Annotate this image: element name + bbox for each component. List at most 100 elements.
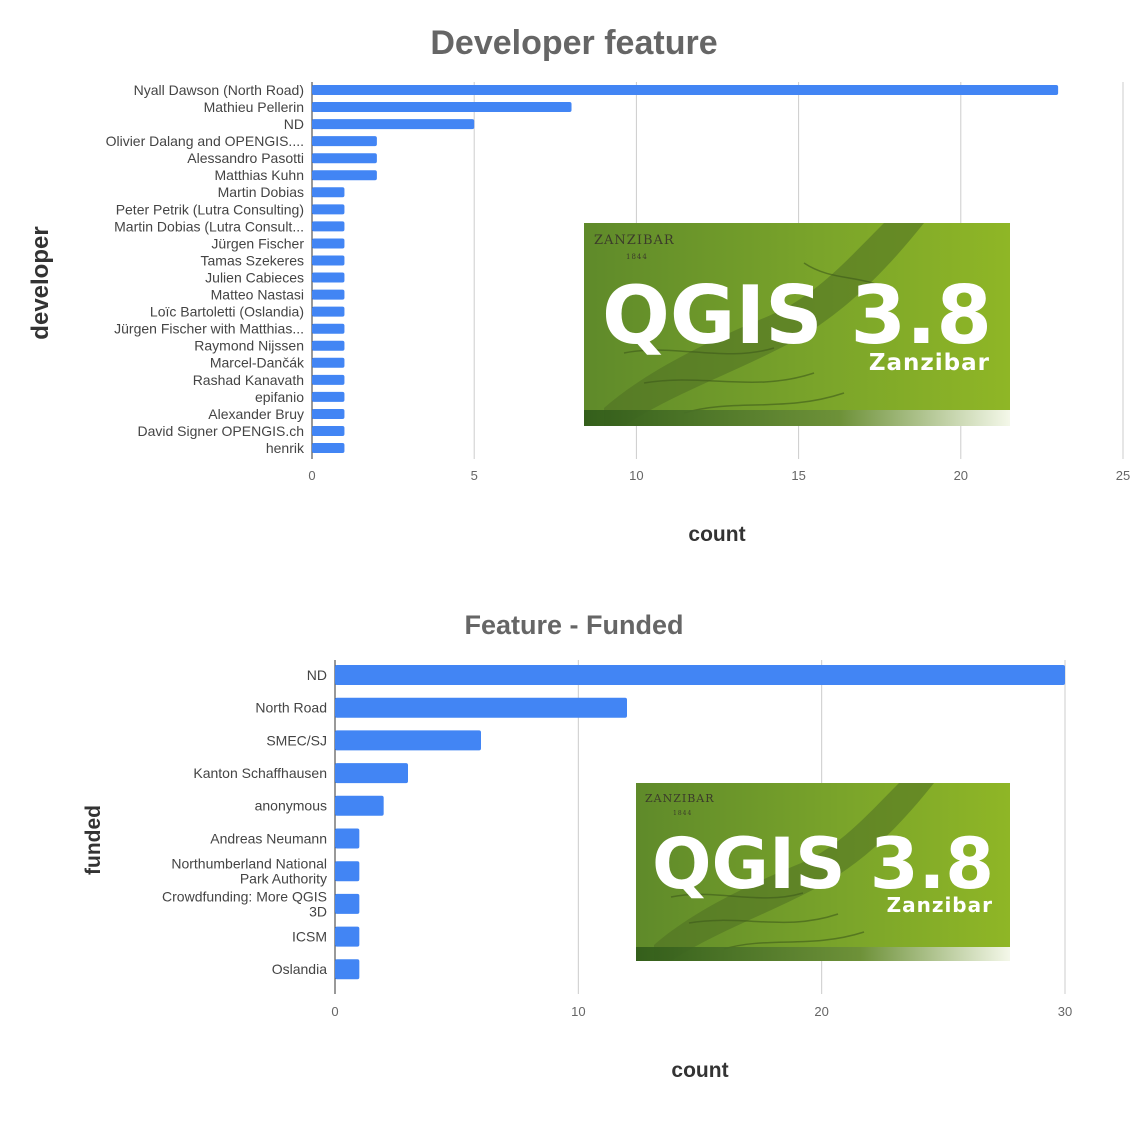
- category-label: Northumberland National: [171, 856, 327, 872]
- bar: [312, 119, 475, 130]
- category-label: SMEC/SJ: [266, 732, 327, 748]
- map-year: 1844: [673, 810, 692, 817]
- category-labels: ND North Road SMEC/SJ Kanton Schaffhausen an…: [162, 667, 327, 977]
- category-label: epifanio: [255, 389, 304, 405]
- bar: [312, 136, 377, 147]
- category-label: anonymous: [255, 798, 327, 814]
- bar: [312, 289, 345, 300]
- bar: [312, 221, 345, 232]
- category-label: Crowdfunding: More QGIS: [162, 888, 327, 904]
- bar: [312, 187, 345, 198]
- bar: [335, 861, 360, 882]
- x-tick-label: 10: [571, 1004, 585, 1019]
- category-labels: Nyall Dawson (North Road)Mathieu Pelleri…: [106, 82, 305, 456]
- bar: [312, 102, 572, 113]
- bar: [335, 730, 481, 751]
- category-label: Olivier Dalang and OPENGIS....: [106, 133, 304, 149]
- bar: [312, 85, 1059, 95]
- x-axis-title: count: [688, 523, 745, 546]
- bar: [312, 272, 345, 283]
- x-axis-title: count: [671, 1059, 728, 1082]
- bar: [335, 828, 360, 849]
- category-label: Martin Dobias: [218, 184, 304, 200]
- category-label: Julien Cabieces: [205, 269, 304, 285]
- bar: [312, 238, 345, 249]
- x-tick-labels: 0 10 20 30: [331, 1004, 1072, 1019]
- category-label: North Road: [255, 700, 327, 716]
- qgis-logo-text: QGIS 3.8: [652, 823, 994, 905]
- bar: [312, 443, 345, 454]
- bar: [335, 697, 627, 718]
- bar: [312, 323, 345, 334]
- bar: [312, 153, 377, 164]
- x-tick-label: 20: [814, 1004, 828, 1019]
- x-tick-label: 0: [308, 468, 315, 483]
- bars: [312, 85, 1059, 454]
- category-label: Alessandro Pasotti: [187, 150, 304, 166]
- bar: [312, 255, 345, 266]
- bar: [312, 357, 345, 368]
- bar: [312, 340, 345, 351]
- map-year: 1844: [626, 253, 648, 261]
- category-label: Tamas Szekeres: [201, 252, 304, 268]
- x-tick-label: 10: [629, 468, 643, 483]
- category-label: Oslandia: [272, 961, 327, 977]
- bar: [335, 763, 408, 784]
- category-label: Andreas Neumann: [210, 830, 327, 846]
- chart-title: Developer feature: [430, 24, 717, 62]
- category-label: Park Authority: [240, 871, 327, 887]
- category-label: ICSM: [292, 929, 327, 945]
- x-tick-labels: 0 5 10 15 20 25: [308, 468, 1130, 483]
- x-tick-label: 15: [791, 468, 805, 483]
- bar: [335, 665, 1065, 685]
- map-title: ZANZIBAR: [594, 233, 675, 248]
- category-label: ND: [284, 116, 304, 132]
- x-tick-label: 30: [1058, 1004, 1072, 1019]
- bar: [312, 306, 345, 317]
- x-tick-label: 0: [331, 1004, 338, 1019]
- category-label: Loïc Bartoletti (Oslandia): [150, 304, 304, 320]
- category-label: ND: [307, 667, 327, 683]
- qgis-banner: ZANZIBAR 1844 QGIS 3.8 Zanzibar: [584, 223, 1010, 426]
- category-label: Nyall Dawson (North Road): [134, 82, 304, 98]
- category-label: Alexander Bruy: [208, 406, 304, 422]
- developer-feature-chart: Developer feature 0 5 10 15 20 25 Nyall Dawso…: [27, 24, 1130, 546]
- map-title: ZANZIBAR: [645, 792, 715, 805]
- bar: [312, 391, 345, 402]
- category-label: Raymond Nijssen: [194, 338, 304, 354]
- y-axis-title: funded: [82, 805, 105, 875]
- bar: [312, 170, 377, 181]
- category-label: Rashad Kanavath: [193, 372, 304, 388]
- bar: [312, 426, 345, 436]
- x-tick-label: 25: [1116, 468, 1130, 483]
- category-label: Jürgen Fischer: [211, 235, 304, 251]
- x-tick-label: 20: [954, 468, 968, 483]
- category-label: 3D: [309, 903, 327, 919]
- category-label: Marcel-Dančák: [210, 355, 305, 371]
- category-label: Martin Dobias (Lutra Consult...: [114, 218, 304, 234]
- chart-title: Feature - Funded: [464, 610, 683, 640]
- qgis-banner: ZANZIBAR 1844 QGIS 3.8 Zanzibar: [636, 783, 1010, 961]
- category-label: Matthias Kuhn: [215, 167, 305, 183]
- bar: [335, 795, 384, 816]
- qgis-logo-text: QGIS 3.8: [602, 269, 992, 362]
- bar: [335, 893, 360, 914]
- bars: [335, 665, 1065, 980]
- bar: [312, 374, 345, 385]
- feature-funded-chart: Feature - Funded 0 10 20 30 ND North Road SME…: [82, 610, 1072, 1082]
- x-tick-label: 5: [471, 468, 478, 483]
- category-label: Kanton Schaffhausen: [193, 765, 327, 781]
- category-label: Jürgen Fischer with Matthias...: [114, 321, 304, 337]
- bar: [312, 204, 345, 215]
- bar: [312, 408, 345, 419]
- category-label: Mathieu Pellerin: [204, 99, 304, 115]
- bar: [335, 959, 360, 980]
- y-axis-title: developer: [27, 226, 54, 339]
- category-label: henrik: [266, 440, 305, 456]
- category-label: Matteo Nastasi: [211, 287, 304, 303]
- banner-subtitle: Zanzibar: [887, 893, 993, 917]
- category-label: David Signer OPENGIS.ch: [137, 423, 304, 439]
- category-label: Peter Petrik (Lutra Consulting): [116, 201, 304, 217]
- bar: [335, 926, 360, 947]
